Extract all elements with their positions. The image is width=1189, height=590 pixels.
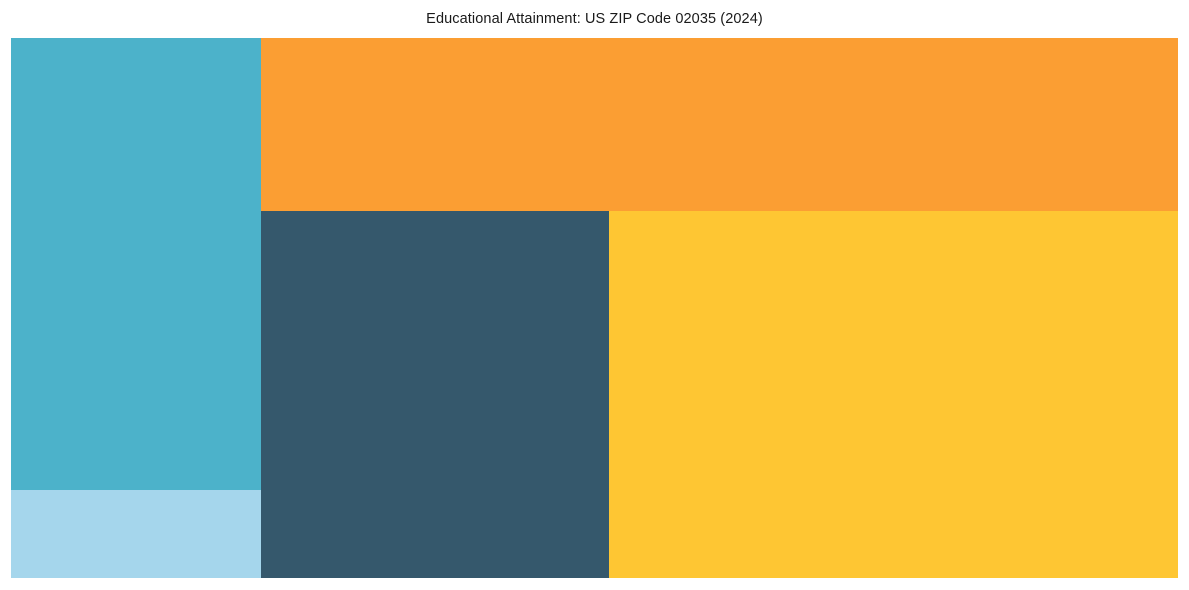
treemap-tile[interactable]: Bachelor's degree xyxy=(609,211,1178,578)
chart-title: Educational Attainment: US ZIP Code 0203… xyxy=(426,11,763,27)
treemap-tile[interactable]: Graduate or professional degree xyxy=(261,38,1178,211)
treemap-tile[interactable]: Some college or associate's degree xyxy=(261,211,609,578)
treemap-tile[interactable]: Less than high school xyxy=(11,490,261,578)
treemap-plot-area: Bachelor's degreeGraduate or professiona… xyxy=(11,38,1178,578)
treemap-tile[interactable]: High school graduate xyxy=(11,38,261,490)
